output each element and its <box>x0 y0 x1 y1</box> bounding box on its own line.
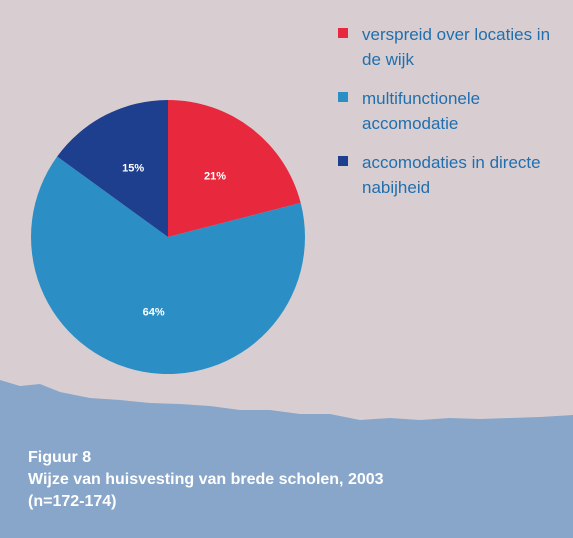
pie-slice <box>57 100 168 237</box>
pie-slice <box>168 100 301 237</box>
legend-item: accomodaties in directe nabijheid <box>338 150 563 200</box>
legend: verspreid over locaties in de wijk multif… <box>338 22 563 214</box>
legend-swatch <box>338 28 348 38</box>
legend-label: verspreid over locaties in de wijk <box>362 25 551 69</box>
figure-title: Wijze van huisvesting van brede scholen,… <box>28 471 384 510</box>
legend-label: multifunctionele accomodatie <box>362 89 481 133</box>
legend-item: multifunctionele accomodatie <box>338 86 563 136</box>
legend-swatch <box>338 92 348 102</box>
slice-label: 15% <box>122 163 144 175</box>
legend-swatch <box>338 156 348 166</box>
caption: Figuur 8 Wijze van huisvesting van brede… <box>28 447 388 513</box>
figure-number: Figuur 8 <box>28 449 92 466</box>
legend-item: verspreid over locaties in de wijk <box>338 22 563 72</box>
slice-label: 64% <box>143 306 165 318</box>
slice-label: 21% <box>204 170 226 182</box>
pie-slice <box>31 156 306 375</box>
bottom-band <box>0 380 573 538</box>
legend-label: accomodaties in directe nabijheid <box>362 153 541 197</box>
